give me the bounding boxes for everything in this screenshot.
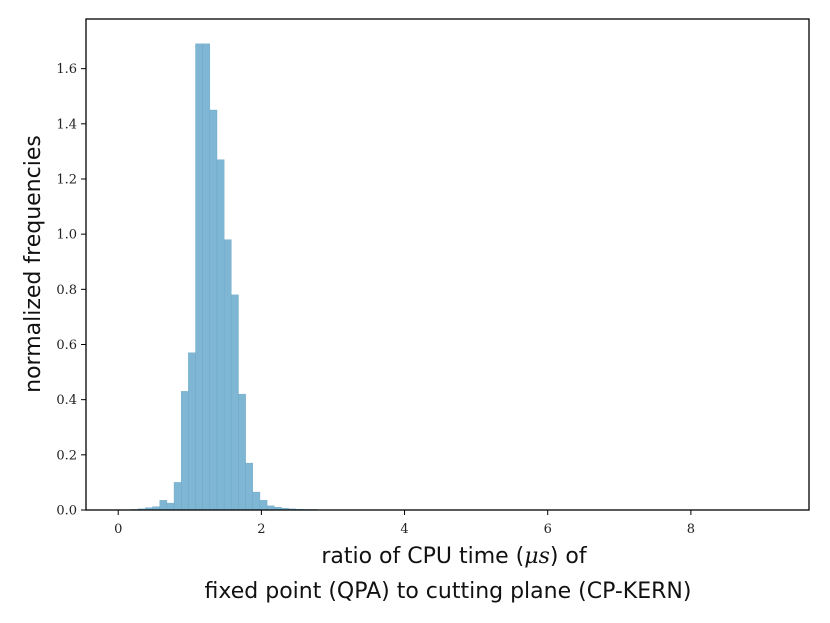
- histogram-bar: [209, 109, 218, 511]
- histogram-bar: [245, 462, 253, 511]
- y-tick-label: 0.6: [56, 338, 77, 353]
- histogram-bar: [259, 500, 268, 511]
- y-tick-label: 1.6: [56, 62, 77, 77]
- x-axis-ticks: 0 2 4 6 8: [114, 510, 695, 537]
- histogram-bar: [231, 294, 239, 511]
- x-tick-label: 4: [400, 522, 408, 537]
- y-tick-label: 0.0: [56, 504, 77, 519]
- y-tick-label: 0.8: [56, 283, 77, 298]
- plot-frame: [85, 18, 810, 511]
- histogram-bar: [173, 482, 182, 511]
- x-axis-label-after: ) of: [550, 544, 588, 569]
- histogram-bar: [159, 500, 168, 511]
- y-tick-label: 1.4: [56, 117, 77, 132]
- histogram-bar: [223, 239, 232, 511]
- histogram-bar: [202, 43, 211, 511]
- y-tick-label: 1.0: [56, 228, 77, 243]
- x-tick-label: 8: [687, 522, 695, 537]
- histogram-bar: [181, 391, 189, 511]
- histogram-bar: [188, 352, 196, 511]
- histogram-bar: [195, 43, 203, 511]
- y-axis-ticks: 0.0 0.2 0.4 0.6 0.8 1.0 1.2 1.4 1.6: [56, 62, 86, 519]
- histogram-bar: [166, 502, 175, 511]
- histogram-bar: [238, 393, 246, 511]
- histogram-bar: [216, 159, 225, 511]
- x-axis-label-line1: ratio of CPU time (μs) of: [321, 544, 588, 569]
- x-axis-label-line2: fixed point (QPA) to cutting plane (CP-K…: [205, 579, 692, 604]
- x-axis-label-math: μs: [524, 544, 550, 569]
- x-axis-label-before: ratio of CPU time (: [321, 544, 524, 569]
- histogram-bars: [123, 43, 347, 511]
- x-tick-label: 2: [257, 522, 265, 537]
- y-axis-label: normalized frequencies: [21, 135, 46, 393]
- histogram-bar: [252, 491, 261, 511]
- x-tick-label: 0: [114, 522, 122, 537]
- x-tick-label: 6: [544, 522, 552, 537]
- y-tick-label: 1.2: [56, 172, 77, 187]
- y-tick-label: 0.2: [56, 448, 77, 463]
- y-tick-label: 0.4: [56, 393, 77, 408]
